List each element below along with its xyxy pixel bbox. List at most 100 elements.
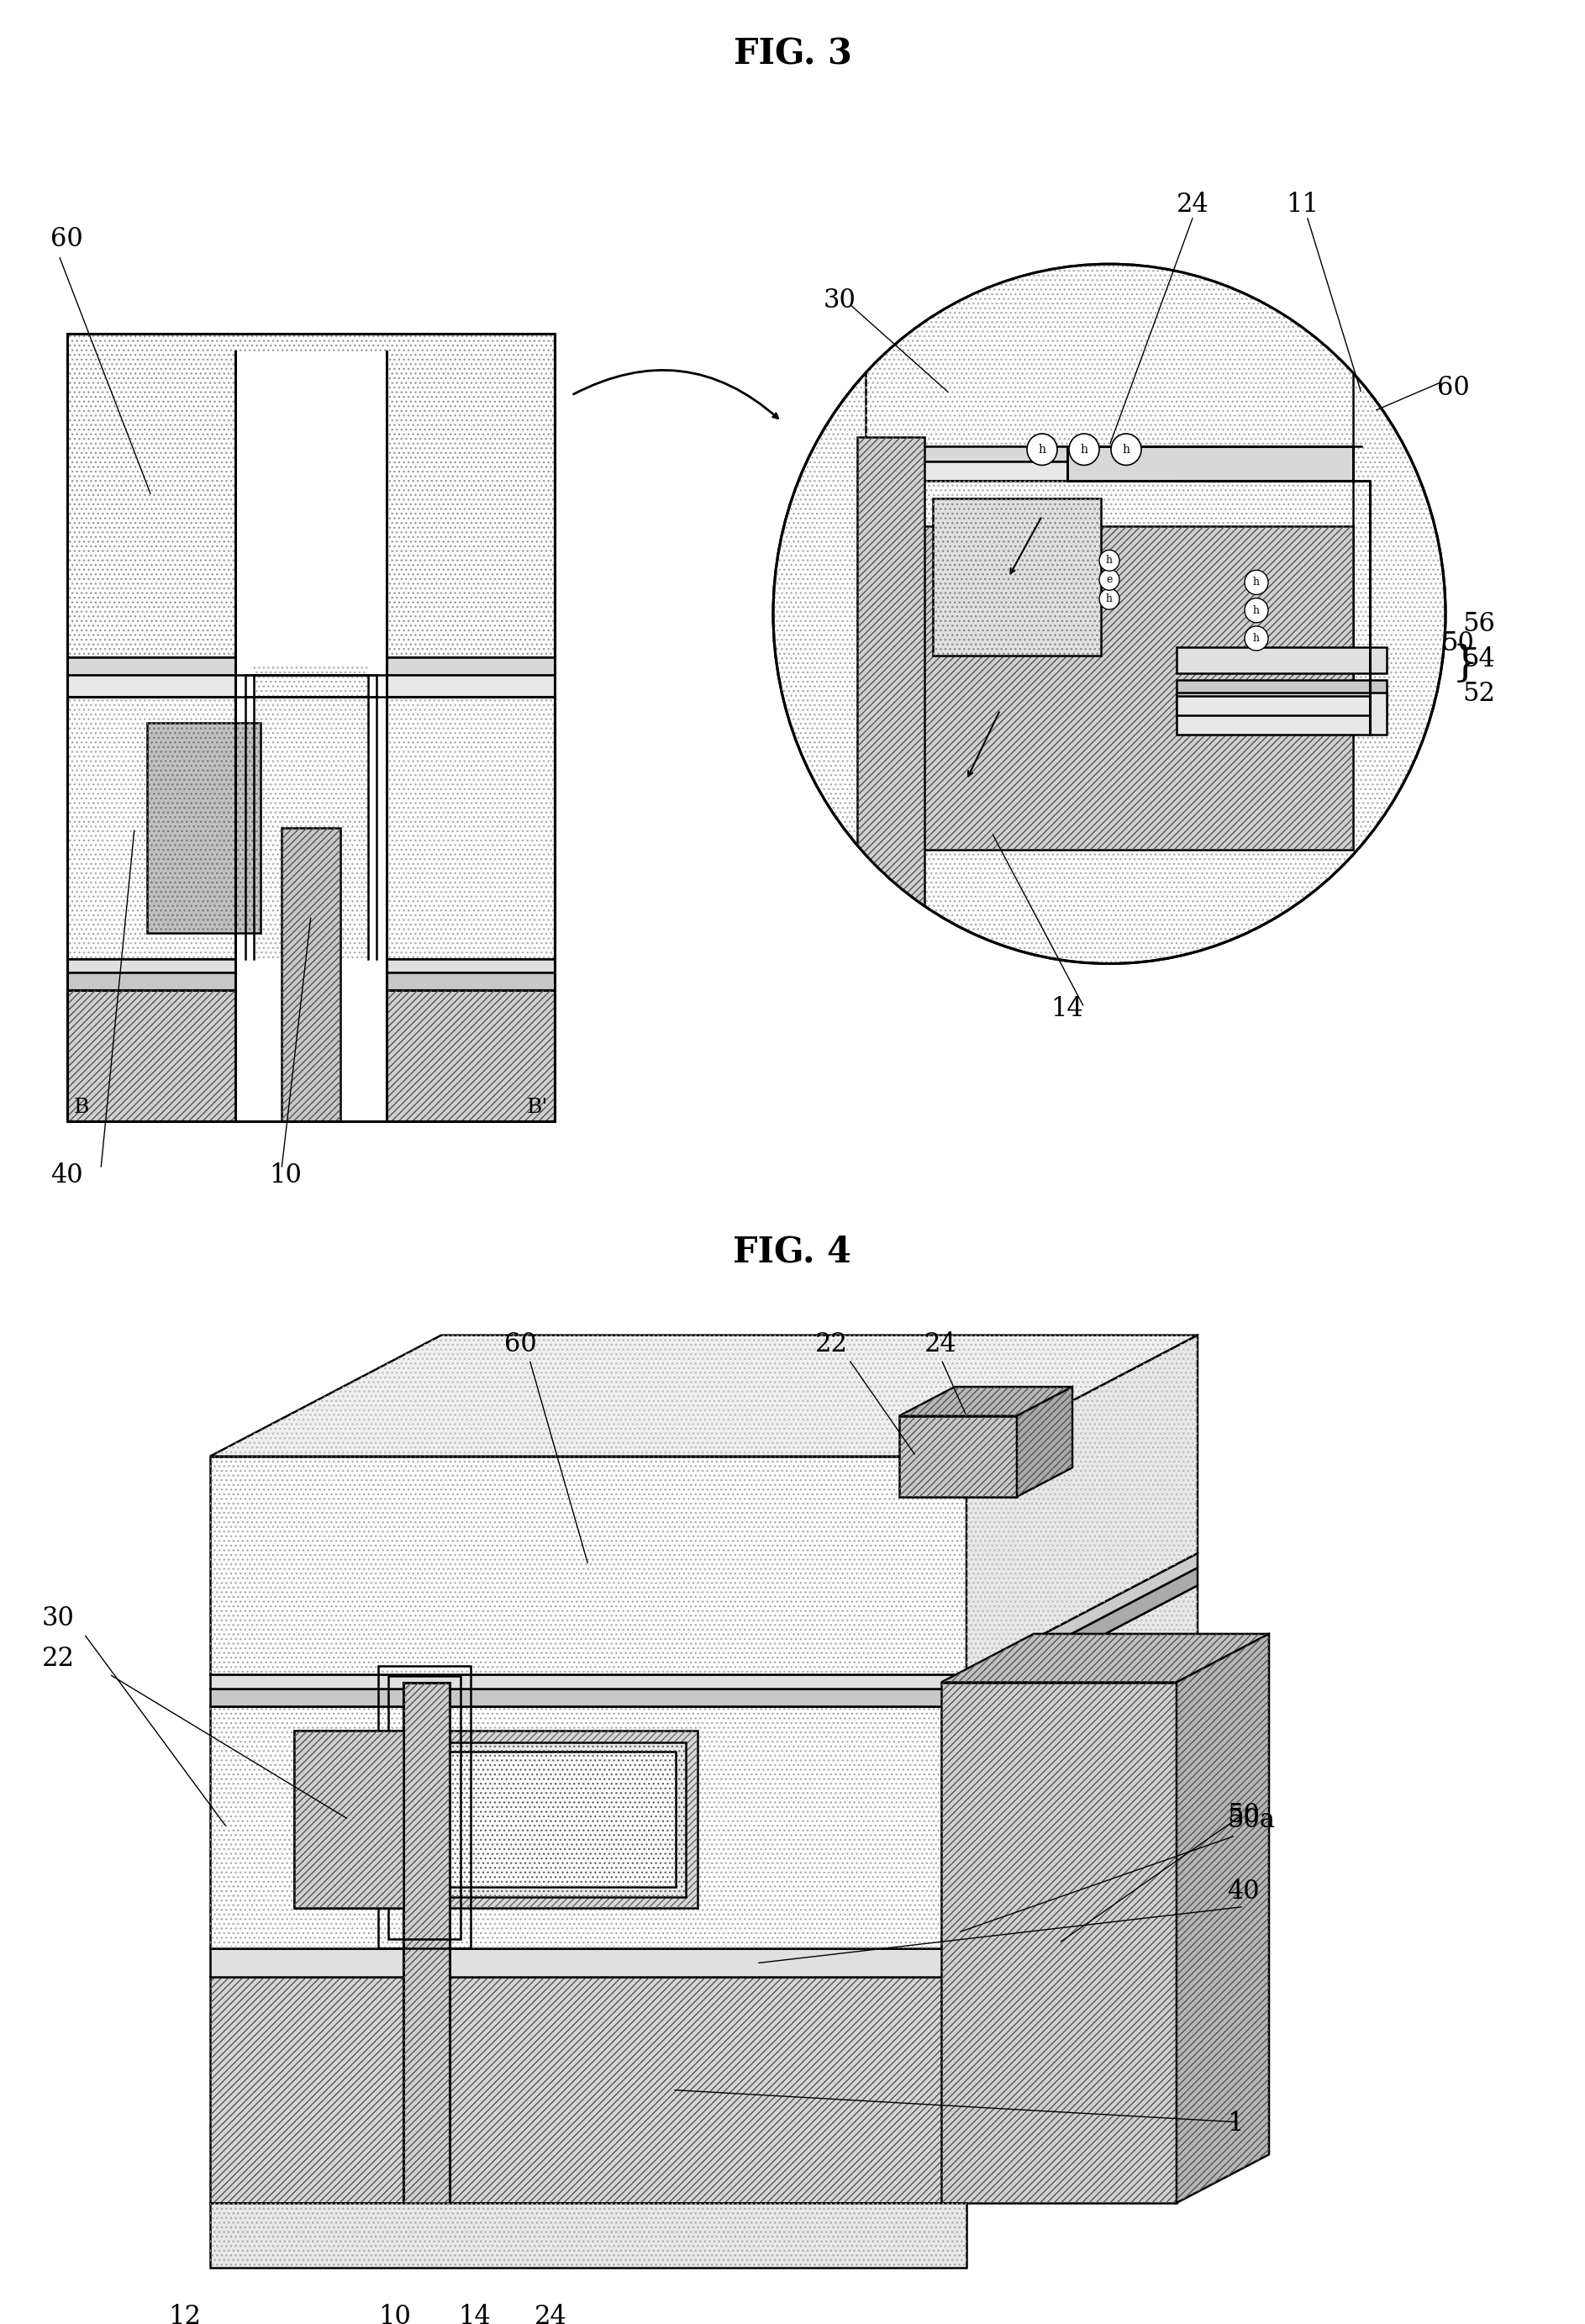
Polygon shape	[211, 1706, 967, 1948]
Text: 22: 22	[43, 1645, 74, 1671]
Bar	[865, 528, 1354, 851]
Text: 40: 40	[51, 1162, 82, 1188]
Bar	[211, 2203, 967, 2268]
Bar	[934, 497, 1102, 655]
Circle shape	[1244, 569, 1268, 595]
Circle shape	[1244, 625, 1268, 651]
Text: 50: 50	[1227, 1801, 1260, 1827]
Polygon shape	[967, 1336, 1198, 1673]
Bar	[67, 990, 555, 1120]
Bar	[857, 437, 924, 937]
Text: 50: 50	[1441, 630, 1474, 655]
Circle shape	[1068, 435, 1100, 465]
Polygon shape	[211, 1457, 967, 1673]
Bar	[67, 674, 555, 697]
Polygon shape	[211, 1336, 1198, 1457]
Bar	[295, 1731, 404, 1908]
Bar	[1176, 681, 1387, 700]
Polygon shape	[899, 1415, 1018, 1497]
Bar	[67, 335, 555, 1120]
Text: 14: 14	[458, 2303, 491, 2324]
Circle shape	[1027, 435, 1057, 465]
Polygon shape	[211, 1690, 967, 1706]
Polygon shape	[211, 1857, 1198, 1978]
Polygon shape	[211, 1948, 967, 1978]
Text: 52: 52	[1463, 681, 1495, 706]
Bar	[67, 971, 555, 990]
Text: 40: 40	[1227, 1878, 1260, 1903]
Polygon shape	[941, 1634, 1270, 1683]
Bar	[295, 1731, 697, 1908]
Text: 14: 14	[1051, 997, 1084, 1023]
Circle shape	[1100, 569, 1119, 590]
Bar	[254, 667, 368, 960]
Text: h: h	[1106, 555, 1113, 567]
Bar	[67, 697, 555, 960]
Polygon shape	[967, 1585, 1198, 1948]
Bar	[1176, 646, 1387, 674]
Text: h: h	[1038, 444, 1046, 456]
Text: 56: 56	[1463, 611, 1495, 637]
Polygon shape	[211, 1569, 1198, 1690]
Bar	[315, 1752, 675, 1887]
Text: 50a: 50a	[1227, 1808, 1274, 1834]
Bar	[865, 528, 1354, 851]
Text: }: }	[1452, 644, 1479, 686]
Text: h: h	[1106, 593, 1113, 604]
Text: h: h	[1254, 632, 1260, 644]
Bar	[67, 990, 555, 1120]
Polygon shape	[211, 1978, 967, 2203]
Text: B: B	[74, 1097, 89, 1116]
Bar	[147, 723, 260, 932]
Text: 60: 60	[51, 225, 82, 253]
Bar	[306, 1743, 686, 1896]
Bar	[1176, 704, 1387, 718]
Polygon shape	[211, 1552, 1198, 1673]
Text: 10: 10	[379, 2303, 412, 2324]
Bar	[865, 462, 1354, 481]
Bar	[934, 497, 1102, 655]
Text: 1: 1	[1227, 2110, 1243, 2136]
Text: 60: 60	[1438, 374, 1469, 402]
Polygon shape	[967, 1857, 1198, 2203]
Bar	[404, 1683, 450, 2252]
Polygon shape	[211, 1827, 1198, 1948]
Bar	[865, 184, 1354, 446]
Bar	[67, 960, 555, 971]
Bar	[306, 1743, 686, 1896]
Polygon shape	[211, 1585, 1198, 1706]
Polygon shape	[941, 1683, 1176, 2203]
Text: 22: 22	[815, 1332, 848, 1357]
Bar	[67, 335, 555, 658]
Bar	[315, 1752, 675, 1887]
Bar	[857, 437, 924, 937]
Text: 30: 30	[824, 288, 856, 314]
Bar	[1176, 693, 1387, 734]
Bar	[295, 1731, 697, 1908]
Bar	[865, 686, 1354, 702]
Text: 24: 24	[534, 2303, 567, 2324]
Circle shape	[1100, 551, 1119, 572]
Text: h: h	[1081, 444, 1087, 456]
Text: 24: 24	[1176, 191, 1209, 218]
Text: h: h	[1254, 576, 1260, 588]
Bar	[147, 723, 260, 932]
Text: 60: 60	[504, 1332, 537, 1357]
Circle shape	[1100, 588, 1119, 609]
Polygon shape	[899, 1387, 1073, 1415]
Bar	[865, 446, 1354, 462]
Circle shape	[1244, 597, 1268, 623]
Bar	[865, 481, 1354, 674]
Text: 10: 10	[269, 1162, 301, 1188]
Bar	[282, 827, 341, 1120]
Bar	[295, 1731, 404, 1908]
Text: 12: 12	[168, 2303, 201, 2324]
Bar	[211, 2203, 967, 2268]
Polygon shape	[967, 1827, 1198, 1978]
Circle shape	[1111, 435, 1141, 465]
Text: 54: 54	[1463, 646, 1495, 672]
Bar	[67, 658, 555, 674]
Polygon shape	[211, 1673, 967, 1690]
Bar	[235, 351, 387, 1120]
Bar	[67, 335, 555, 658]
